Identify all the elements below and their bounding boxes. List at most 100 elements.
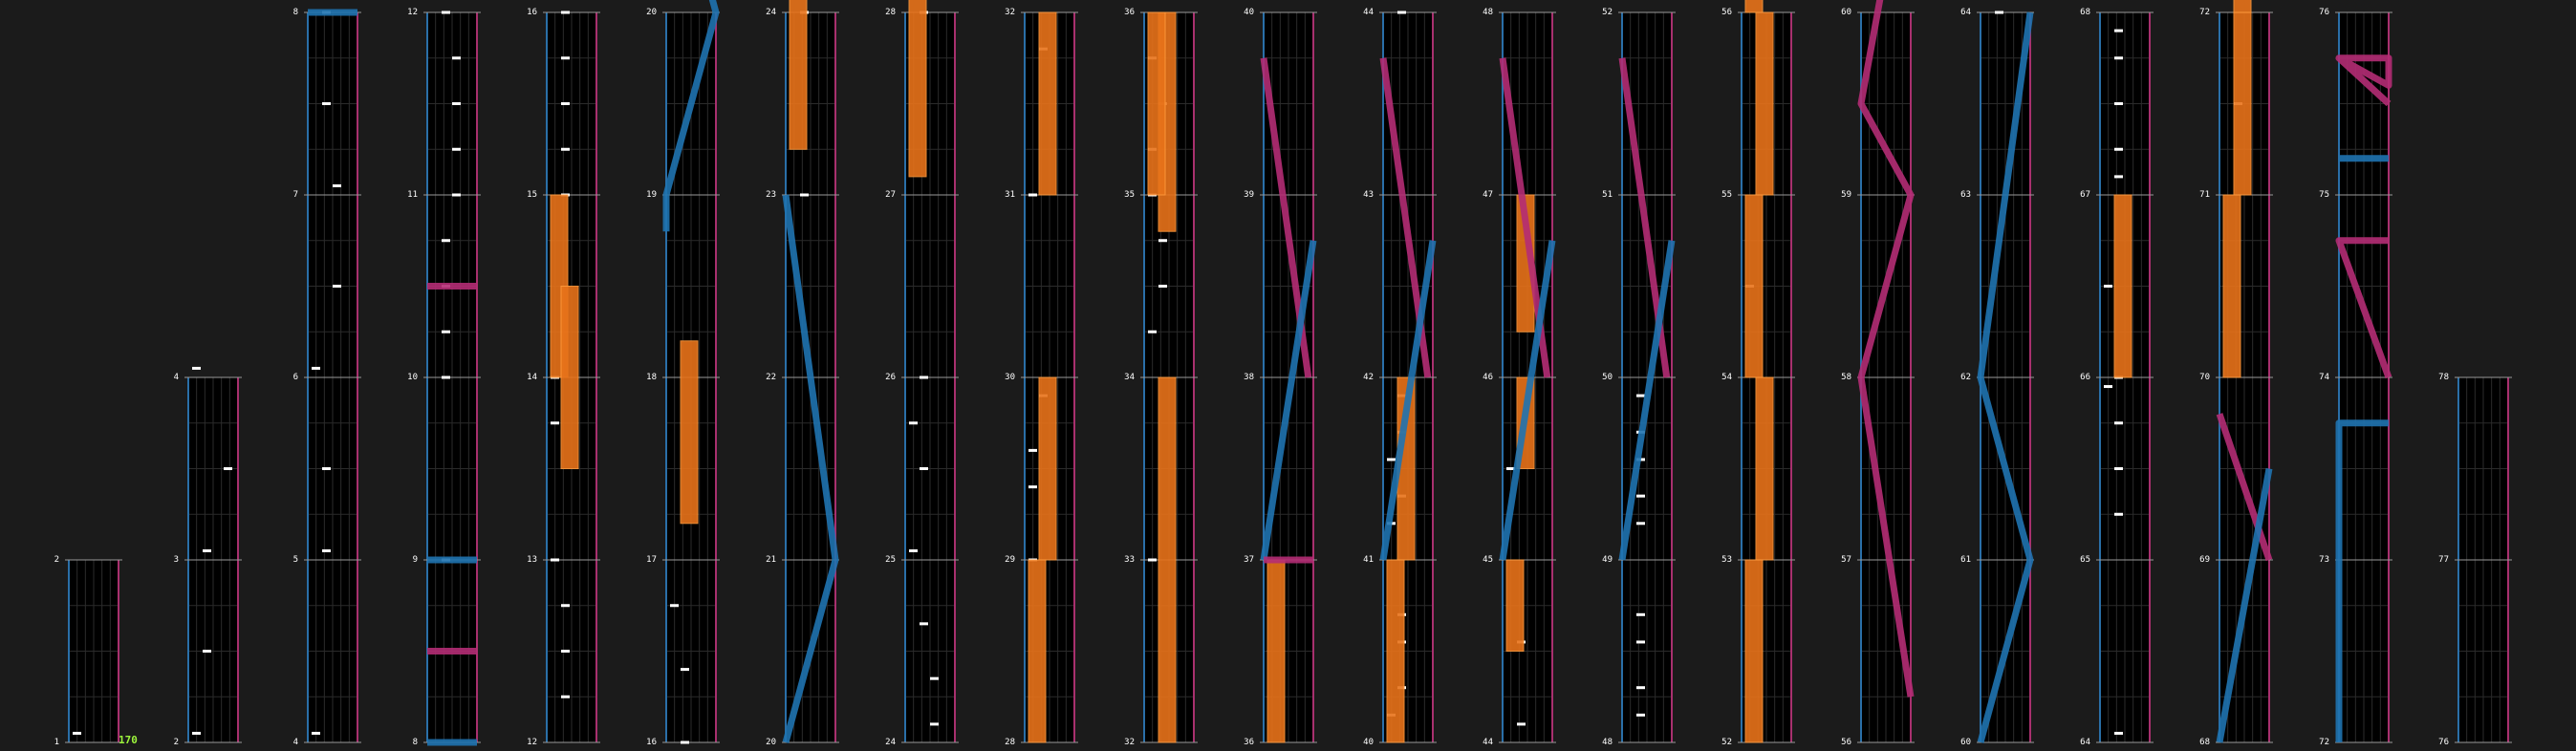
measure-number: 36 [1244, 738, 1254, 747]
measure-number: 9 [413, 555, 418, 565]
chart-column: 76 77 78 [2438, 373, 2512, 747]
measure-number: 24 [766, 8, 776, 17]
tap-note [681, 668, 689, 672]
laser-segment [1977, 11, 2034, 743]
laser-segment [1857, 0, 1915, 697]
measure-number: 22 [766, 373, 776, 382]
hold-note [560, 286, 579, 469]
tap-note [561, 604, 570, 608]
chart-column: 12 [54, 555, 122, 747]
measure-number: 44 [1483, 738, 1493, 747]
hold-note [2113, 194, 2132, 378]
measure-number: 15 [527, 190, 537, 200]
measure-number: 69 [2199, 555, 2210, 565]
measure-number: 41 [1363, 555, 1374, 565]
tap-note [1636, 640, 1645, 644]
hold-note [1505, 559, 1525, 652]
measure-number: 16 [527, 8, 537, 17]
measure-number: 52 [1602, 8, 1613, 17]
measure-number: 72 [2199, 8, 2210, 17]
measure-number: 53 [1721, 555, 1732, 565]
tap-note [73, 731, 81, 735]
hold-note [2233, 11, 2252, 196]
measure-number: 31 [1005, 190, 1015, 200]
tap-note [930, 676, 939, 680]
tap-note [322, 102, 331, 105]
tap-note [1636, 612, 1645, 616]
laser-segment [1379, 240, 1437, 561]
tap-note [452, 147, 461, 151]
tap-note [442, 376, 450, 379]
measure-number: 65 [2080, 555, 2090, 565]
measure-number: 12 [407, 8, 418, 17]
measure-number: 72 [2319, 738, 2329, 747]
measure-number: 34 [1124, 373, 1135, 382]
measure-number: 60 [1960, 738, 1971, 747]
measure-number: 21 [766, 555, 776, 565]
laser-segment [1499, 240, 1556, 561]
measure-number: 7 [293, 190, 298, 200]
tap-note [2114, 147, 2123, 151]
tap-note [442, 330, 450, 333]
laser-segment [1260, 240, 1317, 561]
measure-number: 60 [1841, 8, 1851, 17]
measure-number: 33 [1124, 555, 1135, 565]
tap-note [561, 695, 570, 698]
left-laser-rail [68, 560, 70, 742]
measure-number: 29 [1005, 555, 1015, 565]
chart-column: 72 73 74 75 76 [2319, 8, 2392, 747]
tap-note [203, 548, 211, 552]
tap-note [561, 650, 570, 653]
tap-note [322, 467, 331, 470]
tap-note [2114, 102, 2123, 105]
bpm-label: 170 [119, 734, 138, 746]
tap-note [561, 11, 570, 14]
tap-note [2114, 731, 2123, 735]
tap-note [561, 147, 570, 151]
tap-note [551, 421, 559, 425]
chart-column: 60 61 62 63 64 [1960, 8, 2034, 747]
tap-note [452, 102, 461, 105]
tap-note [2114, 512, 2123, 516]
hold-note [1386, 559, 1405, 743]
laser-segment [2335, 419, 2389, 742]
measure-number: 20 [766, 738, 776, 747]
measure-number: 4 [174, 373, 179, 382]
measure-number: 30 [1005, 373, 1015, 382]
measure-number: 40 [1244, 8, 1254, 17]
tap-note [442, 239, 450, 243]
laser-segment [782, 194, 839, 743]
measure-number: 5 [293, 555, 298, 565]
laser-segment [1618, 240, 1676, 561]
tap-note [1028, 193, 1037, 197]
measure-number: 57 [1841, 555, 1851, 565]
tap-note [1148, 330, 1157, 333]
tap-note [224, 467, 232, 470]
hold-note [1028, 559, 1047, 743]
laser-segment [2335, 54, 2392, 107]
measure-number: 28 [1005, 738, 1015, 747]
measure-number: 4 [293, 738, 298, 747]
measure-number: 61 [1960, 555, 1971, 565]
measure-number: 68 [2080, 8, 2090, 17]
hold-note [680, 340, 699, 525]
measure-number: 75 [2319, 190, 2329, 200]
measure-number: 18 [646, 373, 657, 382]
tap-note [452, 56, 461, 60]
laser-segment [2216, 467, 2273, 743]
tap-note [333, 183, 341, 187]
tap-note [1995, 11, 2003, 14]
tap-note [312, 731, 320, 735]
measure-number: 36 [1124, 8, 1135, 17]
measure-number: 2 [54, 555, 59, 565]
measure-number: 17 [646, 555, 657, 565]
hold-note [1266, 559, 1286, 743]
tap-note [2114, 29, 2123, 32]
measure-number: 49 [1602, 555, 1613, 565]
measure-number: 19 [646, 190, 657, 200]
tap-note [1506, 467, 1515, 470]
measure-number: 13 [527, 555, 537, 565]
measure-number: 50 [1602, 373, 1613, 382]
right-laser-rail [118, 560, 119, 742]
